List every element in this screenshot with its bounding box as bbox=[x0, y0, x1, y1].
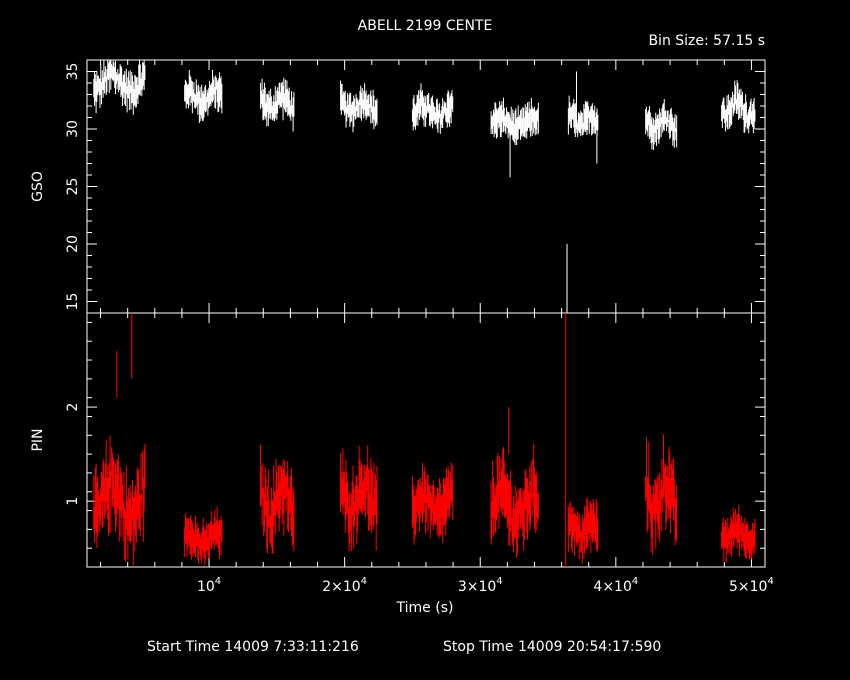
y-tick-label: 25 bbox=[65, 178, 81, 196]
x-axis-label: Time (s) bbox=[396, 600, 454, 616]
y-tick-label: 30 bbox=[65, 120, 81, 138]
pin-panel: 1 2 PIN bbox=[30, 312, 766, 568]
x-tick-label: 104 bbox=[197, 576, 221, 595]
x-tick-label: 3×104 bbox=[458, 576, 503, 595]
y-tick-label: 15 bbox=[65, 293, 81, 311]
gso-panel: 15 20 25 30 35 GSO bbox=[30, 59, 766, 314]
x-tick-label: 2×104 bbox=[322, 576, 367, 595]
y-tick-label: 20 bbox=[65, 235, 81, 253]
pin-axis-label: PIN bbox=[30, 428, 46, 451]
gso-axis-label: GSO bbox=[30, 171, 46, 202]
bin-size-label: Bin Size: 57.15 s bbox=[648, 33, 765, 49]
stop-time-label: Stop Time 14009 20:54:17:590 bbox=[443, 639, 661, 655]
y-tick-label: 2 bbox=[65, 403, 81, 412]
y-tick-label: 35 bbox=[65, 63, 81, 81]
start-time-label: Start Time 14009 7:33:11:216 bbox=[147, 639, 359, 655]
chart-title: ABELL 2199 CENTE bbox=[358, 18, 493, 34]
x-tick-label: 5×104 bbox=[729, 576, 774, 595]
x-tick-label: 4×104 bbox=[593, 576, 638, 595]
x-axis: 104 2×104 3×104 4×104 5×104 bbox=[197, 576, 774, 595]
y-tick-label: 1 bbox=[65, 497, 81, 506]
